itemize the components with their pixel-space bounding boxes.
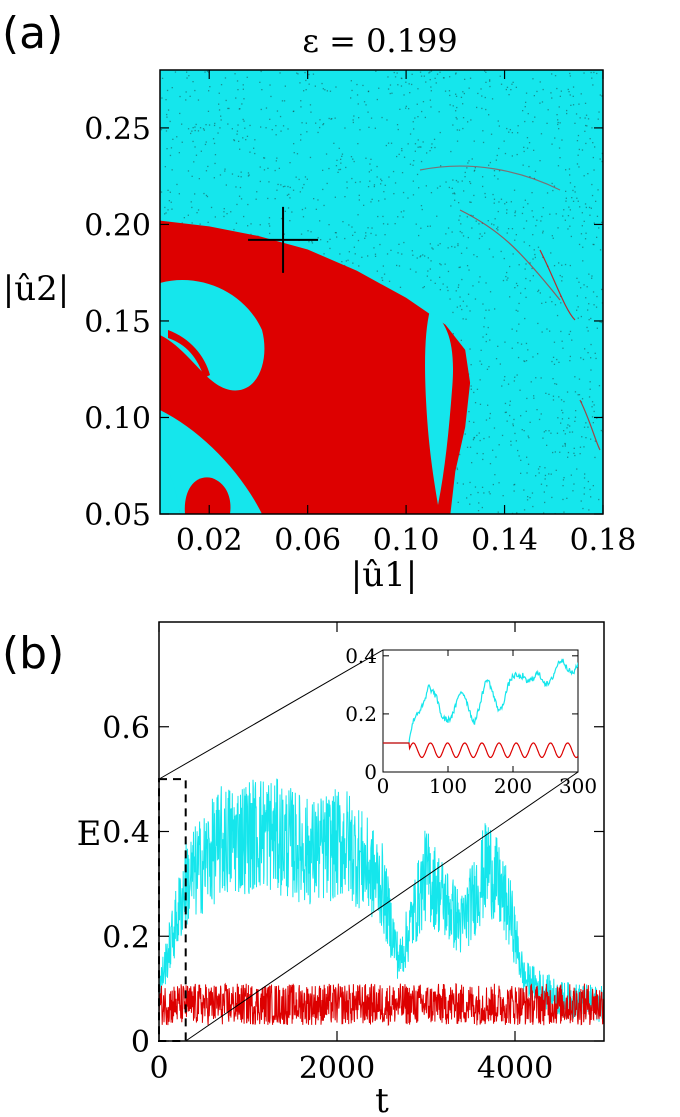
red-filament bbox=[539, 249, 576, 321]
inset-x-tick-label: 0 bbox=[377, 774, 390, 798]
plus-marker bbox=[248, 206, 319, 273]
red-filament bbox=[579, 399, 601, 451]
inset-x-tick-label: 300 bbox=[559, 774, 597, 798]
inset-red-line bbox=[383, 742, 578, 759]
panel-b-y-ticks: 0 0.2 0.4 0.6 bbox=[102, 711, 604, 1060]
y-tick-label: 0.4 bbox=[102, 816, 150, 851]
panel-a-y-ticks: 0.05 0.10 0.15 0.20 0.25 bbox=[84, 112, 603, 533]
x-tick-label: 0 bbox=[149, 1051, 168, 1086]
inset-x-tick-label: 100 bbox=[429, 774, 467, 798]
red-filament bbox=[459, 209, 561, 301]
panel-b-label: (b) bbox=[2, 628, 64, 679]
y-tick-label: 0.15 bbox=[84, 305, 151, 340]
cyan-series-line bbox=[159, 778, 604, 1022]
x-tick-label: 0.10 bbox=[373, 523, 440, 558]
panel-a-label: (a) bbox=[2, 8, 63, 59]
inset-y-ticks: 0 0.2 0.4 bbox=[345, 644, 578, 784]
panel-b-y-label: E bbox=[77, 814, 102, 854]
zoom-connector-bottom bbox=[185, 771, 579, 1042]
panel-a-title: ε = 0.199 bbox=[302, 22, 457, 60]
panel-a-x-ticks: 0.02 0.06 0.10 0.14 0.18 bbox=[176, 70, 637, 558]
inset-cyan-line bbox=[383, 658, 578, 744]
basin-red-filaments bbox=[419, 165, 601, 451]
panel-b-x-ticks: 0 2000 4000 bbox=[149, 622, 553, 1086]
red-thin-strip bbox=[168, 330, 210, 378]
y-tick-label: 0.10 bbox=[84, 401, 151, 436]
x-tick-label: 0.14 bbox=[471, 523, 538, 558]
basin-red-region bbox=[160, 220, 471, 514]
panel-a-frame bbox=[159, 69, 604, 515]
inset-y-tick-label: 0.2 bbox=[345, 702, 377, 726]
inset-x-tick-label: 200 bbox=[494, 774, 532, 798]
x-tick-label: 0.06 bbox=[274, 523, 341, 558]
basin-map bbox=[160, 70, 603, 514]
inset-y-tick-label: 0 bbox=[364, 760, 377, 784]
red-filament bbox=[419, 165, 561, 191]
y-tick-label: 0 bbox=[131, 1025, 150, 1060]
x-tick-label: 4000 bbox=[477, 1051, 553, 1086]
x-tick-label: 0.02 bbox=[176, 523, 243, 558]
red-lobe-bottom bbox=[184, 477, 231, 514]
channel-right bbox=[425, 310, 454, 505]
basin-cyan-channels bbox=[160, 279, 454, 514]
channel-left bbox=[160, 279, 265, 391]
zoom-indicator bbox=[158, 649, 579, 1042]
red-series-line bbox=[159, 982, 604, 1027]
panel-b-x-label: t bbox=[375, 1081, 389, 1117]
panel-a-x-label: |û1| bbox=[351, 555, 417, 595]
zoom-connector-top bbox=[158, 649, 384, 780]
inset-x-ticks: 0 100 200 300 bbox=[377, 650, 597, 798]
panel-b: (b) 0 2000 4000 00.20.40.6 t E 0 100 200 300 … bbox=[2, 621, 605, 1117]
y-tick-label: 0.2 bbox=[102, 920, 150, 955]
dashed-zoom-box bbox=[158, 778, 187, 1042]
inset-y-tick-label: 0.4 bbox=[345, 644, 377, 668]
timeseries-area bbox=[159, 778, 604, 1027]
panel-a: (a) ε = 0.199 0.02 0.06 0.10 0.14 0.18 0.050… bbox=[2, 8, 636, 595]
y-tick-label: 0.05 bbox=[84, 498, 151, 533]
x-tick-label: 0.18 bbox=[570, 523, 637, 558]
inset-plot: 0 100 200 300 0 0.2 0.4 bbox=[345, 644, 597, 798]
x-tick-label: 2000 bbox=[299, 1051, 375, 1086]
y-tick-label: 0.6 bbox=[102, 711, 150, 746]
y-tick-label: 0.20 bbox=[84, 208, 151, 243]
inset-frame bbox=[382, 649, 579, 773]
y-tick-label: 0.25 bbox=[84, 112, 151, 147]
panel-a-y-label: |û2| bbox=[3, 269, 69, 309]
channel-lower-left bbox=[160, 410, 262, 514]
